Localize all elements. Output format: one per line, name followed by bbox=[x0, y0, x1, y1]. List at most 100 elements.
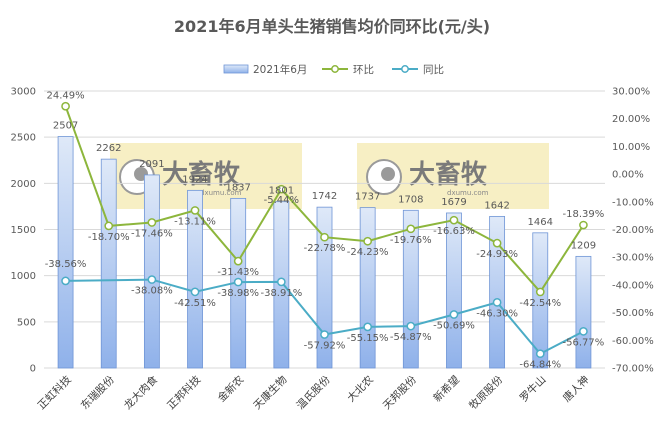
right-tick-label: -50.00% bbox=[612, 308, 654, 319]
bar-value-label: 2091 bbox=[139, 159, 164, 170]
bar bbox=[143, 174, 160, 369]
mom-point bbox=[535, 287, 545, 297]
right-axis: -70.00% -60.00% -50.00% -40.00% -30.00% -20.0… bbox=[612, 87, 654, 375]
mom-value-label: -17.46% bbox=[131, 228, 173, 239]
bar-value-label: 1801 bbox=[269, 186, 294, 197]
bar-value-label: 1679 bbox=[441, 197, 466, 208]
mom-value-label: -42.54% bbox=[519, 298, 561, 309]
yoy-point bbox=[363, 322, 373, 332]
watermark-brand: 大畜牧 bbox=[162, 159, 241, 190]
bar-value-label: 1708 bbox=[398, 194, 423, 205]
category-label: 唐人神 bbox=[560, 373, 591, 404]
watermark-logo-dot bbox=[381, 167, 395, 181]
right-tick-label: -40.00% bbox=[612, 280, 654, 291]
yoy-value-label: -55.15% bbox=[347, 333, 389, 344]
left-tick-label: 3000 bbox=[11, 87, 36, 98]
left-tick-label: 1000 bbox=[11, 271, 36, 282]
category-label: 大北农 bbox=[344, 373, 376, 405]
right-tick-label: 10.00% bbox=[612, 142, 650, 153]
category-label: 罗牛山 bbox=[517, 373, 548, 404]
bar-value-label: 1209 bbox=[571, 240, 596, 251]
category-label: 温氏股份 bbox=[295, 373, 334, 412]
mom-point bbox=[61, 101, 70, 111]
yoy-value-label: -57.92% bbox=[304, 341, 346, 352]
right-tick-label: -10.00% bbox=[612, 197, 654, 208]
yoy-value-label: -46.30% bbox=[476, 308, 518, 319]
yoy-point bbox=[320, 330, 329, 339]
watermark-url: dxumu.com bbox=[447, 189, 489, 197]
category-label: 金新农 bbox=[215, 373, 247, 405]
bar bbox=[489, 215, 506, 369]
left-tick-label: 2000 bbox=[11, 179, 36, 190]
yoy-value-label: -38.56% bbox=[45, 259, 87, 270]
category-label: 天邦股份 bbox=[380, 373, 419, 412]
bar bbox=[359, 207, 376, 369]
category-labels: 正虹科技 东瑞股份 龙大肉食 正邦科技 金新农 天康生物 温氏股份 大北农 天邦股份 新希望 牧原股… bbox=[35, 373, 592, 412]
legend-item: 同比 bbox=[392, 63, 444, 76]
mom-value-label: -24.93% bbox=[476, 249, 518, 260]
category-label: 天康生物 bbox=[251, 373, 290, 412]
yoy-point bbox=[147, 275, 157, 284]
category-label: 龙大肉食 bbox=[121, 373, 160, 412]
legend-label: 2021年6月 bbox=[253, 63, 307, 76]
bar-value-label: 1737 bbox=[355, 192, 380, 203]
bar bbox=[100, 158, 117, 369]
right-tick-label: -60.00% bbox=[612, 336, 654, 347]
mom-value-label: -31.43% bbox=[217, 267, 259, 278]
bar bbox=[57, 136, 74, 369]
right-tick-label: -70.00% bbox=[612, 364, 654, 375]
category-label: 东瑞股份 bbox=[78, 373, 117, 412]
bar bbox=[575, 255, 592, 369]
bar bbox=[532, 232, 549, 369]
data-labels: 2507 2262 2091 1924 1837 1801 1742 1737 1708 1679… bbox=[45, 90, 605, 370]
legend-bar-swatch bbox=[223, 64, 249, 74]
mom-point bbox=[492, 238, 502, 248]
mom-point bbox=[233, 256, 243, 266]
left-tick-label: 2500 bbox=[11, 133, 36, 144]
yoy-value-label: -64.84% bbox=[519, 360, 561, 371]
mom-value-label: -13.11% bbox=[174, 216, 216, 227]
bar-value-label: 1837 bbox=[225, 182, 250, 193]
mom-point bbox=[579, 220, 588, 230]
legend: 2021年6月 环比 同比 bbox=[223, 63, 444, 76]
mom-value-label: -22.78% bbox=[304, 243, 346, 254]
bar-value-label: 2507 bbox=[53, 121, 78, 132]
bar bbox=[446, 212, 462, 369]
mom-point bbox=[449, 215, 459, 225]
bar-value-label: 1642 bbox=[484, 200, 509, 211]
mom-point bbox=[104, 221, 114, 231]
yoy-point bbox=[579, 327, 588, 336]
left-tick-label: 1500 bbox=[11, 225, 36, 236]
legend-marker bbox=[401, 65, 409, 73]
yoy-value-label: -50.69% bbox=[433, 321, 475, 332]
right-tick-label: -20.00% bbox=[612, 225, 654, 236]
left-tick-label: 500 bbox=[17, 317, 36, 328]
legend-item: 2021年6月 bbox=[223, 63, 307, 76]
yoy-point bbox=[449, 310, 459, 319]
mom-point bbox=[363, 236, 373, 246]
chart-title: 2021年6月单头生猪销售均价同环比(元/头) bbox=[174, 17, 490, 36]
mom-value-label: -24.23% bbox=[347, 247, 389, 258]
mom-point bbox=[406, 224, 416, 234]
lines bbox=[61, 101, 588, 359]
mom-point bbox=[320, 232, 329, 242]
right-tick-label: 20.00% bbox=[612, 114, 650, 125]
bar-value-label: 2262 bbox=[96, 143, 121, 154]
category-label: 牧原股份 bbox=[466, 373, 505, 412]
yoy-point bbox=[190, 287, 200, 297]
mom-point bbox=[147, 218, 157, 227]
yoy-point bbox=[233, 277, 243, 287]
right-tick-label: -30.00% bbox=[612, 253, 654, 264]
right-tick-label: 0.00% bbox=[612, 170, 644, 181]
category-label: 正邦科技 bbox=[164, 373, 203, 412]
yoy-value-label: -54.87% bbox=[390, 332, 432, 343]
category-label: 新希望 bbox=[431, 373, 462, 404]
yoy-value-label: -56.77% bbox=[563, 337, 605, 348]
mom-value-label: -18.70% bbox=[88, 232, 130, 243]
legend-label: 环比 bbox=[353, 63, 374, 76]
yoy-value-label: -42.51% bbox=[174, 298, 216, 309]
